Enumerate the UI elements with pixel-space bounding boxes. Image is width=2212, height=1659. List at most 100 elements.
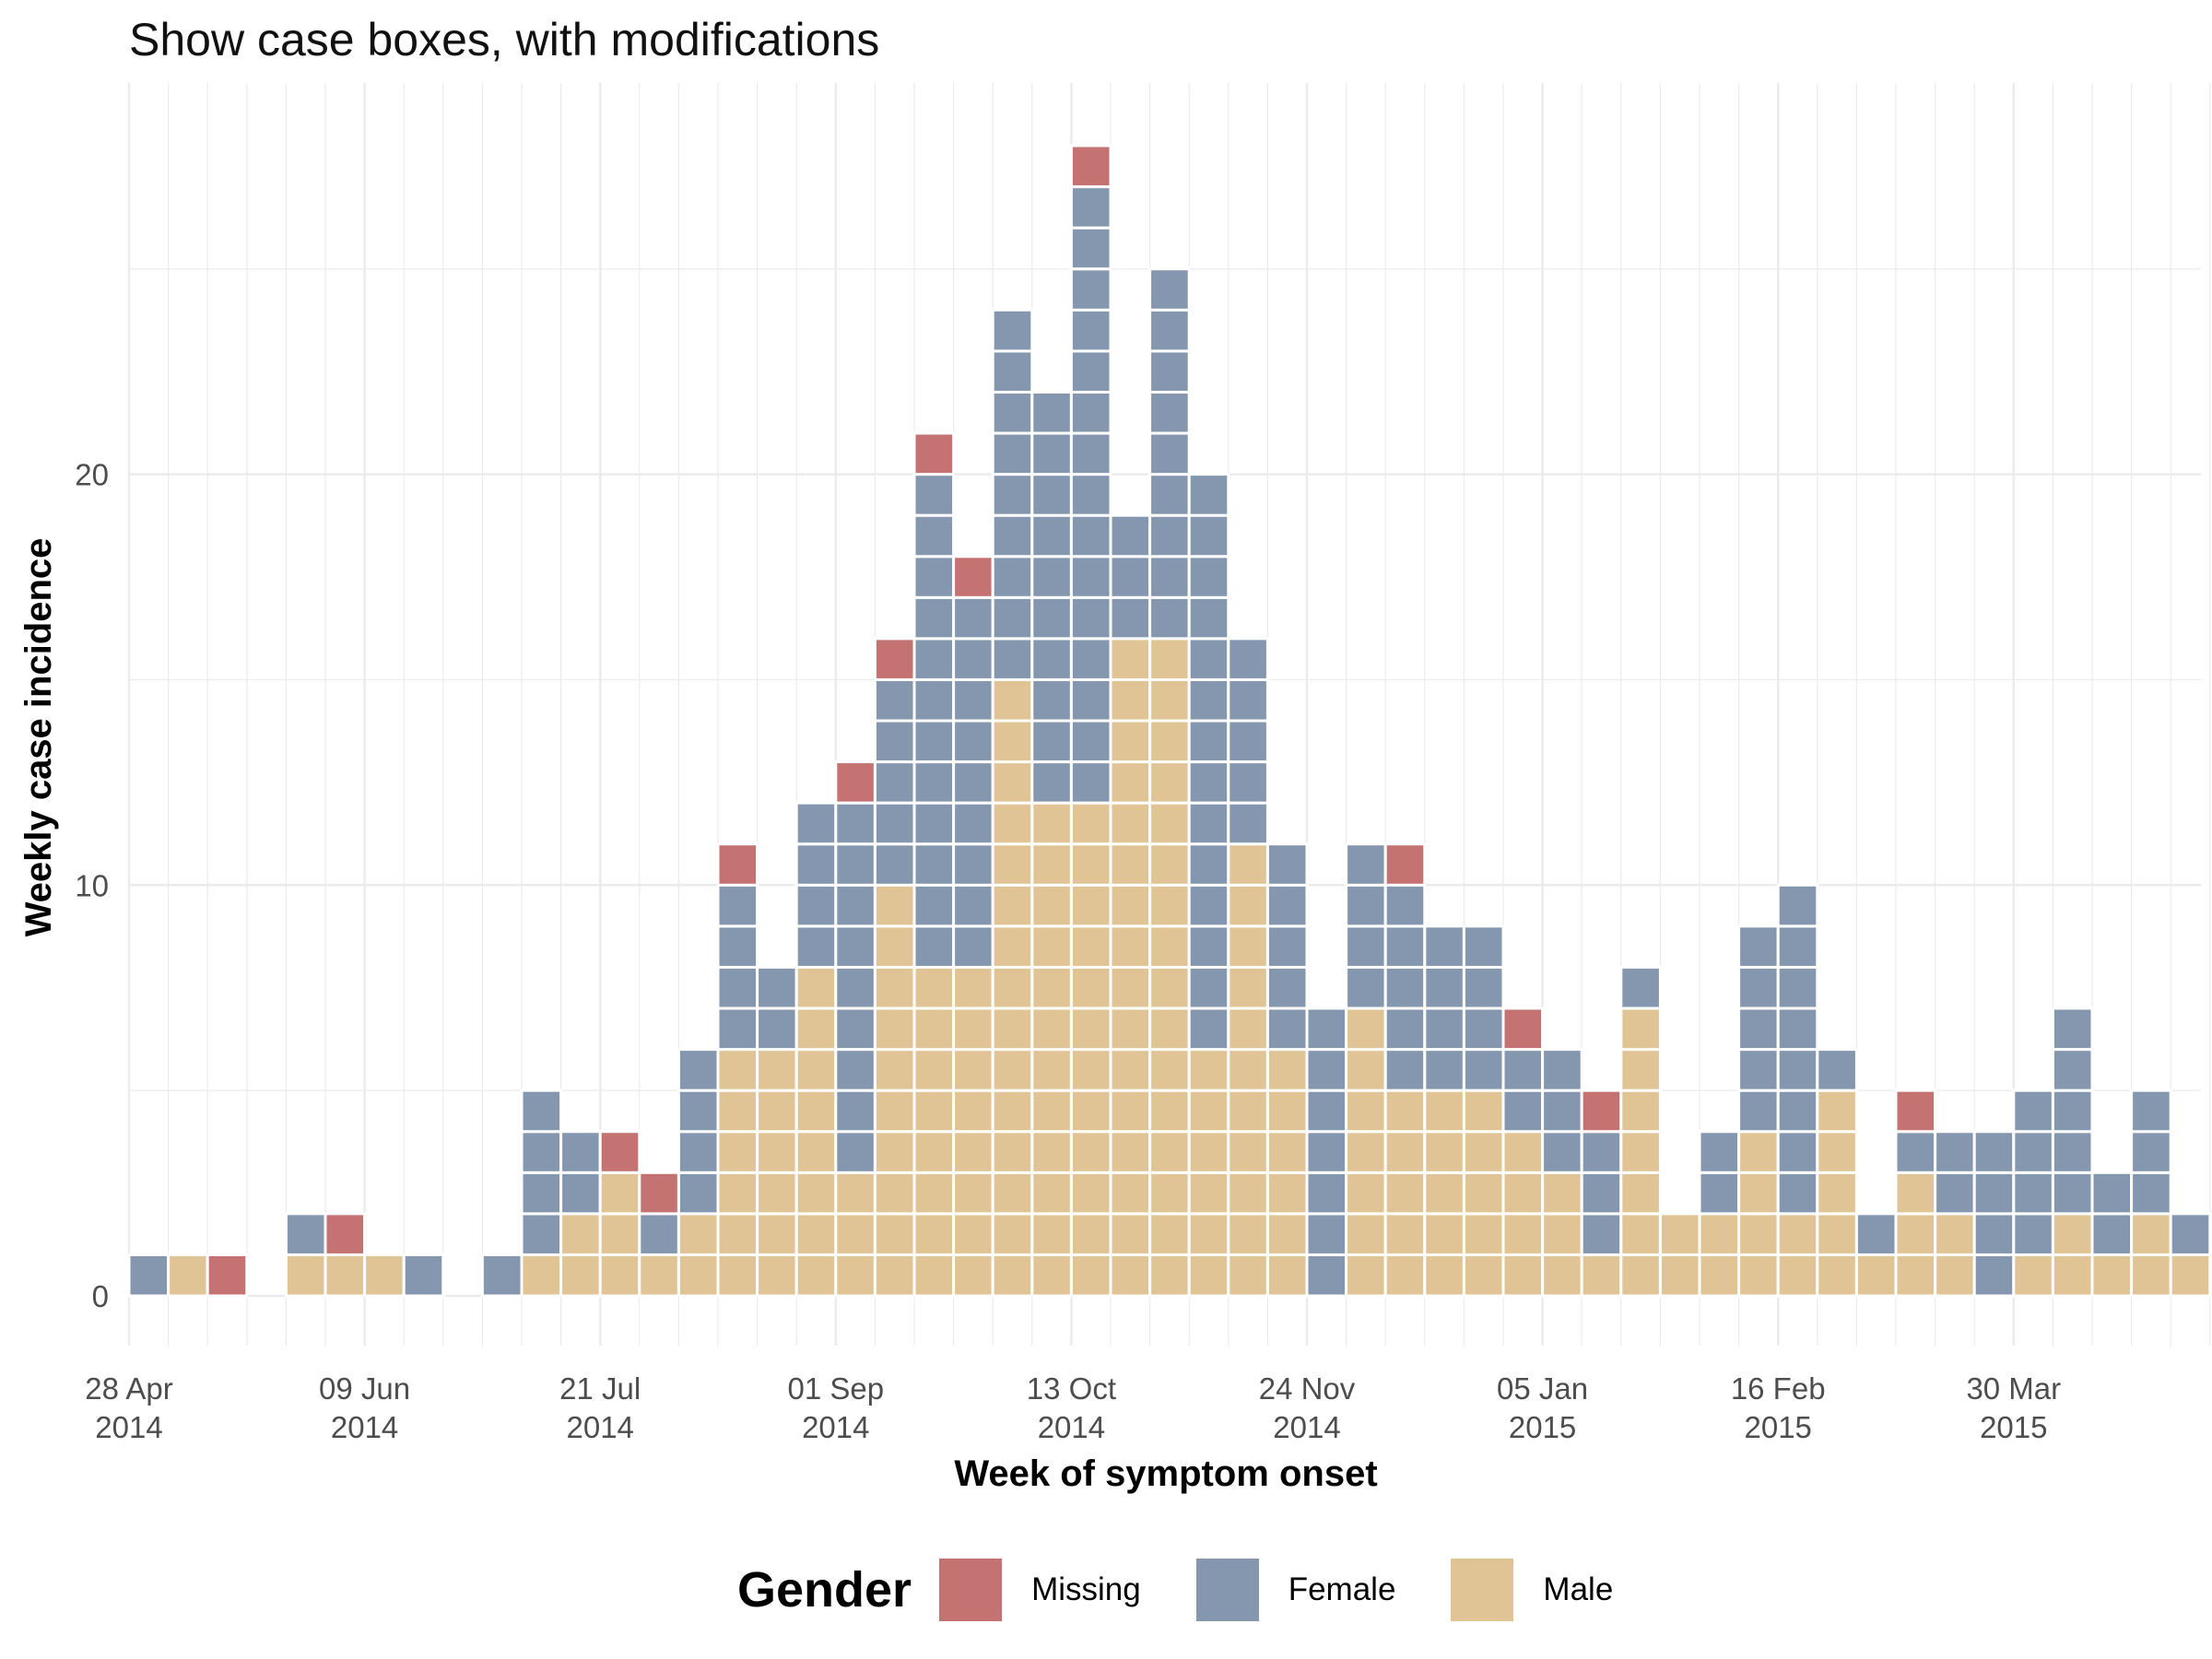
case-box-male — [716, 1212, 759, 1256]
case-box-male — [1109, 965, 1152, 1010]
case-box-male — [1030, 842, 1073, 887]
case-box-female — [520, 1171, 563, 1216]
case-box-female — [952, 760, 994, 805]
case-box-male — [1816, 1088, 1858, 1134]
case-box-male — [912, 1130, 956, 1174]
case-box-male — [2051, 1212, 2094, 1256]
case-box-male — [1383, 1253, 1427, 1298]
case-box-female — [1776, 1130, 1819, 1174]
case-box-female — [912, 677, 956, 723]
case-box-male — [1619, 1171, 1662, 1216]
case-box-male — [520, 1253, 563, 1298]
legend-key-male — [1451, 1559, 1514, 1621]
case-box-male — [912, 965, 956, 1010]
case-box-male — [873, 1048, 916, 1092]
case-box-male — [1462, 1212, 1505, 1256]
case-box-male — [873, 1088, 916, 1134]
case-box-female — [912, 513, 956, 559]
case-box-male — [794, 1253, 838, 1298]
case-box-male — [1030, 1088, 1073, 1134]
case-box-female — [1148, 555, 1191, 599]
case-box-female — [2012, 1212, 2054, 1256]
case-box-male — [1109, 637, 1152, 681]
case-box-male — [1069, 1253, 1112, 1298]
case-box-female — [952, 801, 994, 846]
case-box-female — [1541, 1048, 1583, 1092]
case-box-female — [2051, 1048, 2094, 1092]
legend-item-female: Female — [1195, 1559, 1424, 1621]
case-box-male — [873, 1006, 916, 1052]
case-box-female — [912, 883, 956, 928]
legend-key-female — [1195, 1559, 1259, 1621]
case-box-male — [952, 1088, 994, 1134]
case-box-missing — [1580, 1088, 1623, 1134]
case-box-missing — [206, 1253, 249, 1298]
case-box-female — [756, 965, 798, 1010]
case-box-male — [2051, 1253, 2094, 1298]
case-box-male — [1030, 965, 1073, 1010]
case-box-male — [991, 1006, 1034, 1052]
chart-title: Show case boxes, with modifications — [129, 14, 880, 65]
case-box-female — [1148, 267, 1191, 312]
case-box-male — [1619, 1253, 1662, 1298]
case-box-male — [716, 1130, 759, 1174]
x-tick-label-year: 2015 — [1980, 1410, 2047, 1444]
case-box-male — [1030, 801, 1073, 846]
case-box-male — [1423, 1253, 1465, 1298]
case-box-female — [834, 1048, 877, 1092]
case-box-male — [1109, 1212, 1152, 1256]
case-box-female — [1265, 965, 1309, 1010]
case-box-female — [1383, 965, 1427, 1010]
case-box-female — [834, 924, 877, 969]
case-box-female — [1187, 842, 1230, 887]
case-box-female — [1541, 1088, 1583, 1134]
case-box-female — [952, 883, 994, 928]
case-box-male — [1109, 1088, 1152, 1134]
y-axis-ticks: 0 10 20 — [75, 458, 109, 1313]
case-box-male — [1658, 1253, 1701, 1298]
case-box-female — [2169, 1212, 2212, 1256]
x-tick-label-year: 2014 — [331, 1410, 398, 1444]
case-box-male — [1265, 1253, 1309, 1298]
case-box-male — [2090, 1253, 2134, 1298]
case-box-female — [1187, 637, 1230, 681]
case-box-female — [834, 801, 877, 846]
case-box-male — [1109, 883, 1152, 928]
case-box-male — [1619, 1088, 1662, 1134]
case-box-female — [1580, 1130, 1623, 1174]
case-box-male — [756, 1212, 798, 1256]
case-box-female — [1501, 1048, 1545, 1092]
case-box-missing — [598, 1130, 641, 1174]
case-box-male — [1148, 801, 1191, 846]
case-box-male — [1148, 719, 1191, 764]
case-box-male — [598, 1171, 641, 1216]
case-box-male — [1148, 1048, 1191, 1092]
y-tick-label: 0 — [92, 1279, 109, 1313]
case-box-female — [1698, 1171, 1741, 1216]
case-box-male — [873, 965, 916, 1010]
case-box-female — [1345, 883, 1387, 928]
case-box-male — [1109, 1130, 1152, 1174]
case-box-female — [1187, 965, 1230, 1010]
case-box-female — [2090, 1171, 2134, 1216]
x-tick-label-year: 2014 — [1038, 1410, 1105, 1444]
legend: Gender Missing Female Male — [737, 1553, 1668, 1627]
case-box-female — [873, 677, 916, 723]
case-box-male — [1894, 1212, 1937, 1256]
case-box-female — [520, 1130, 563, 1174]
case-box-male — [1109, 1048, 1152, 1092]
case-box-male — [598, 1253, 641, 1298]
case-box-male — [284, 1253, 327, 1298]
case-box-missing — [638, 1171, 680, 1216]
case-box-female — [1148, 390, 1191, 435]
case-box-female — [873, 842, 916, 887]
x-tick-label: 28 Apr — [85, 1371, 172, 1406]
case-box-female — [480, 1253, 524, 1298]
case-box-female — [952, 842, 994, 887]
case-box-missing — [834, 760, 877, 805]
case-box-female — [794, 801, 838, 846]
case-box-female — [756, 1006, 798, 1052]
case-box-male — [598, 1212, 641, 1256]
case-box-male — [1934, 1212, 1976, 1256]
case-box-male — [1148, 924, 1191, 969]
